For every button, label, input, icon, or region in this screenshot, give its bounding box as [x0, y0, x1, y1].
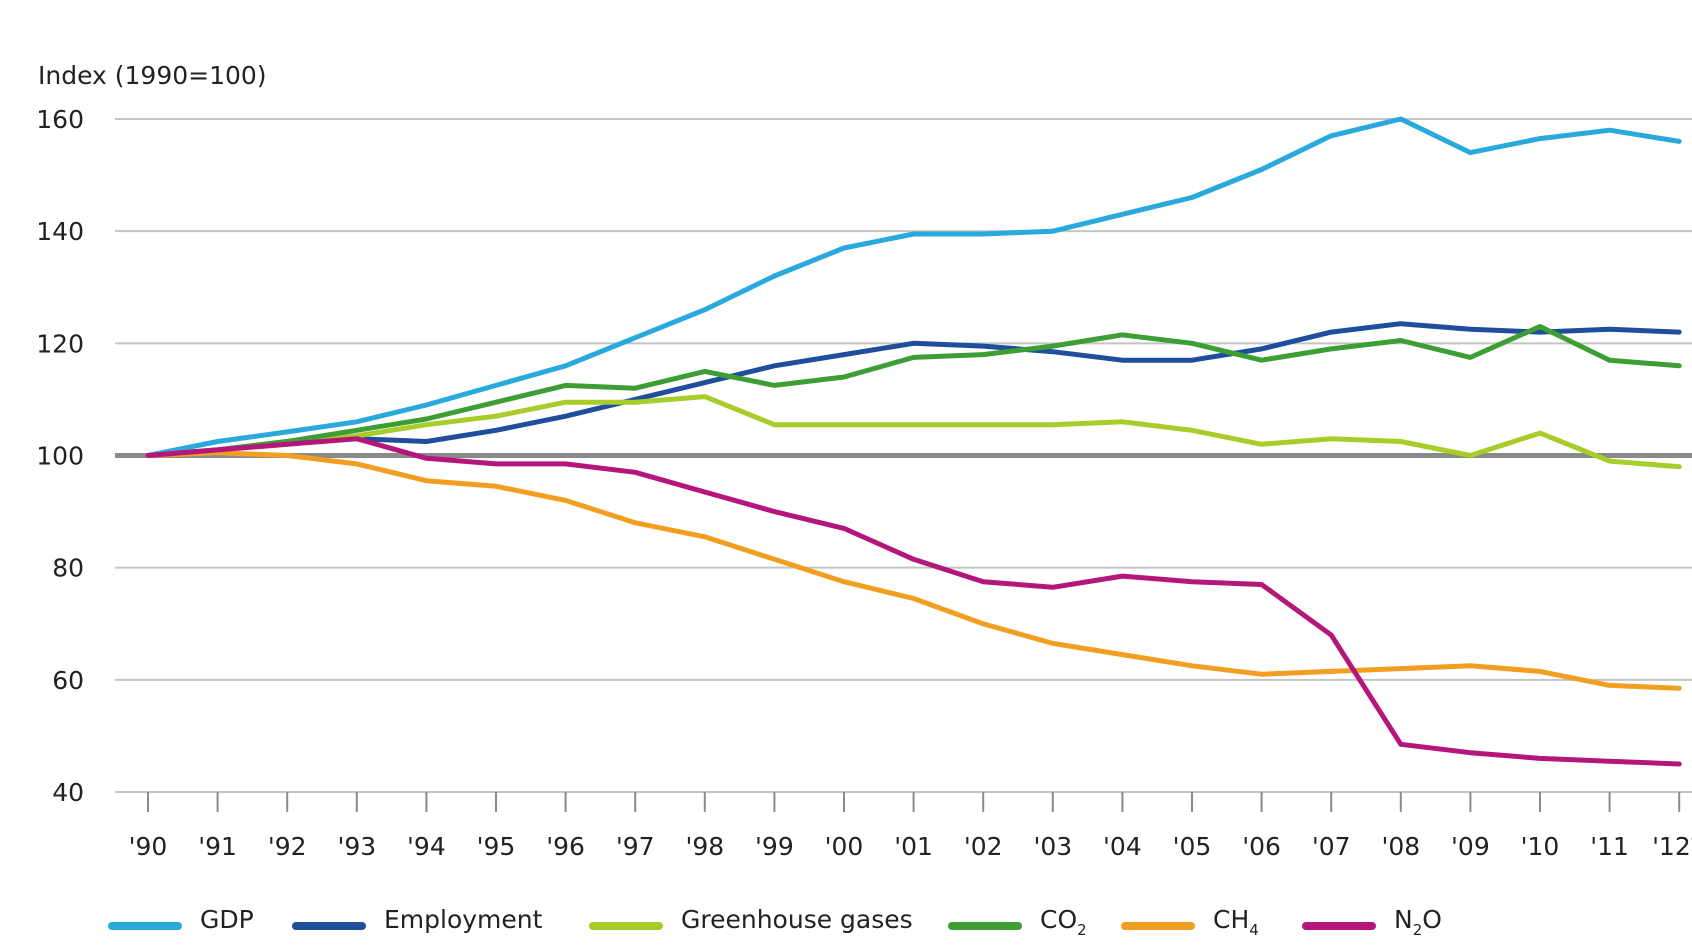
x-tick-label: '07 — [1312, 832, 1351, 861]
y-tick-label: 40 — [52, 778, 84, 807]
series-line-gdp — [145, 116, 1682, 458]
y-tick-label: 80 — [52, 554, 84, 583]
x-tick-label: '12(p) — [1652, 832, 1692, 861]
x-tick-label: '11 — [1590, 832, 1629, 861]
x-tick-label: '02 — [964, 832, 1003, 861]
legend-label-ch4: CH4 — [1213, 905, 1259, 939]
series-line-greenhouse-gases — [145, 394, 1682, 470]
x-tick-label: '99 — [755, 832, 794, 861]
legend-label-gdp: GDP — [200, 905, 254, 934]
legend-label-employment: Employment — [384, 905, 543, 934]
series-lines — [145, 116, 1682, 767]
x-tick-label: '04 — [1103, 832, 1142, 861]
x-tick-label: '03 — [1033, 832, 1072, 861]
y-tick-label: 100 — [36, 442, 84, 471]
x-tick-label: '93 — [337, 832, 376, 861]
gridlines: 160 140 120 100 80 60 40 — [36, 105, 1692, 807]
x-tick-label: '08 — [1381, 832, 1420, 861]
x-tick-label: '01 — [894, 832, 933, 861]
series-line-ch4 — [145, 450, 1682, 691]
x-tick-label: '94 — [407, 832, 446, 861]
x-tick-label: '90 — [129, 832, 168, 861]
y-tick-label: 120 — [36, 329, 84, 358]
y-tick-label: 60 — [52, 666, 84, 695]
y-tick-label: 140 — [36, 217, 84, 246]
legend-label-n2o: N2O — [1394, 905, 1442, 939]
x-tick-label: '09 — [1451, 832, 1490, 861]
legend: GDP Employment Greenhouse gases CO2 CH4 N2O — [108, 905, 1442, 939]
x-axis: '90 '91 '92 '93 '94 '95 '96 '97 '98 '99 '00 '01 '02 '… — [129, 792, 1692, 861]
y-tick-label: 160 — [36, 105, 84, 134]
x-tick-label: '91 — [198, 832, 237, 861]
x-tick-label: '97 — [616, 832, 655, 861]
series-line-employment — [145, 321, 1682, 458]
x-tick-label: '10 — [1521, 832, 1560, 861]
x-tick-label: '05 — [1173, 832, 1212, 861]
x-tick-label: '00 — [825, 832, 864, 861]
series-line-n2o — [145, 436, 1682, 767]
x-tick-label: '96 — [546, 832, 585, 861]
legend-label-greenhouse-gases: Greenhouse gases — [681, 905, 913, 934]
y-axis-title: Index (1990=100) — [38, 61, 267, 90]
x-tick-label: '06 — [1242, 832, 1281, 861]
x-tick-label: '98 — [685, 832, 724, 861]
series-line-co2 — [145, 324, 1682, 458]
legend-label-co2: CO2 — [1040, 905, 1087, 939]
x-tick-label: '92 — [268, 832, 307, 861]
x-tick-label: '95 — [477, 832, 516, 861]
